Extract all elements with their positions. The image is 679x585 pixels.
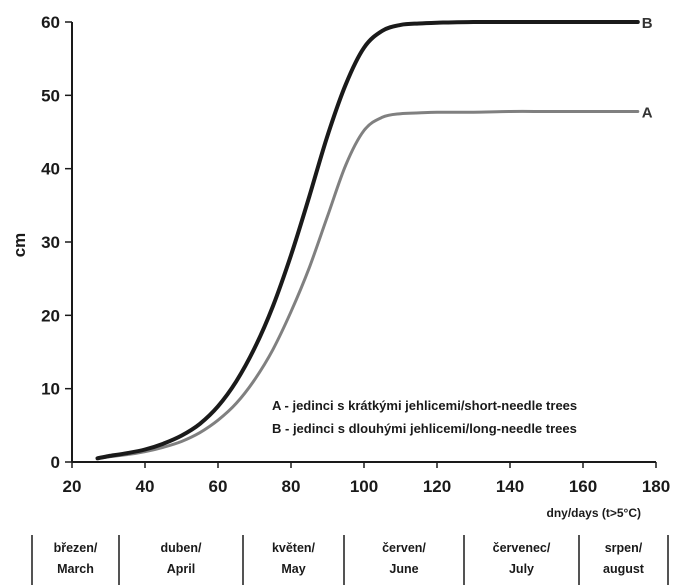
x-tick-label: 20 — [63, 477, 82, 496]
y-tick-label: 60 — [41, 13, 60, 32]
month-label-cz: duben/ — [161, 541, 202, 555]
month-label-cz: květen/ — [272, 541, 316, 555]
month-label-cz: březen/ — [54, 541, 98, 555]
month-label-en: June — [389, 562, 418, 576]
month-label-cz: červenec/ — [493, 541, 551, 555]
month-table: březen/March duben/April květen/May červen/… — [31, 535, 669, 585]
month-label-en: august — [603, 562, 645, 576]
x-axis-title: dny/days (t>5°C) — [547, 506, 642, 520]
series-b-end-label: B — [642, 15, 653, 32]
legend-entry-b: B - jedinci s dlouhými jehlicemi/long-ne… — [272, 421, 577, 436]
y-tick-label: 40 — [41, 160, 60, 179]
month-label-en: April — [167, 562, 195, 576]
x-tick-label: 180 — [642, 477, 670, 496]
month-label-cz: červen/ — [382, 541, 426, 555]
x-tick-label: 80 — [282, 477, 301, 496]
x-tick-label: 160 — [569, 477, 597, 496]
month-label-en: May — [281, 562, 305, 576]
y-tick-label: 10 — [41, 380, 60, 399]
x-tick-label: 140 — [496, 477, 524, 496]
y-axis-title: cm — [10, 233, 29, 258]
legend-entry-a: A - jedinci s krátkými jehlicemi/short-n… — [272, 398, 577, 413]
x-tick-label: 40 — [136, 477, 155, 496]
series-b-line — [95, 19, 640, 461]
y-tick-label: 50 — [41, 86, 60, 105]
y-tick-label: 0 — [51, 453, 60, 472]
legend: A - jedinci s krátkými jehlicemi/short-n… — [272, 398, 577, 436]
y-tick-label: 20 — [41, 306, 60, 325]
x-tick-label: 60 — [209, 477, 228, 496]
month-label-cz: srpen/ — [605, 541, 643, 555]
series-a-end-label: A — [642, 104, 653, 121]
x-tick-label: 100 — [350, 477, 378, 496]
x-tick-label: 120 — [423, 477, 451, 496]
y-tick-label: 30 — [41, 233, 60, 252]
month-label-en: March — [57, 562, 94, 576]
month-label-en: July — [509, 562, 534, 576]
series-a-line — [96, 109, 640, 460]
